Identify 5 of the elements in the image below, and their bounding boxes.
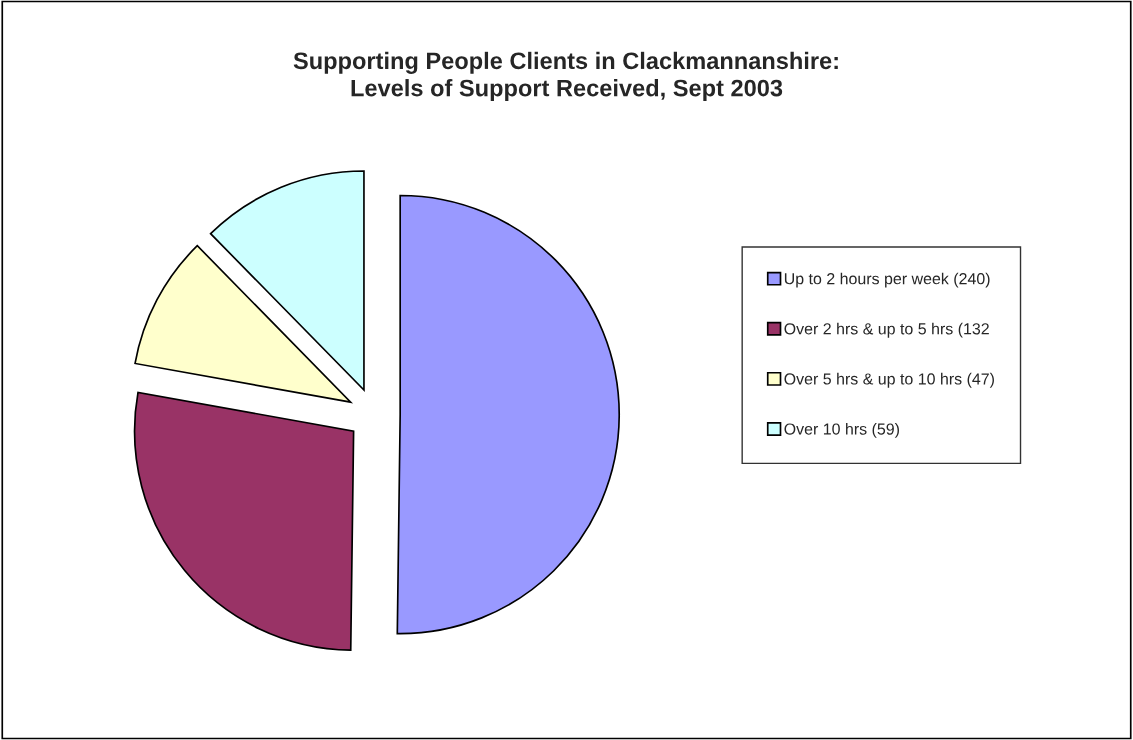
legend-label: Over 2 hrs & up to 5 hrs (132 [784, 322, 989, 338]
legend-label: Over 10 hrs (59) [784, 422, 899, 438]
legend-label: Up to 2 hours per week (240) [784, 272, 990, 288]
chart-title: Supporting People Clients in Clackmannanshire: Levels of Support Received, Sept 2003 [293, 51, 838, 102]
legend-label: Over 5 hrs & up to 10 hrs (47) [784, 372, 994, 388]
